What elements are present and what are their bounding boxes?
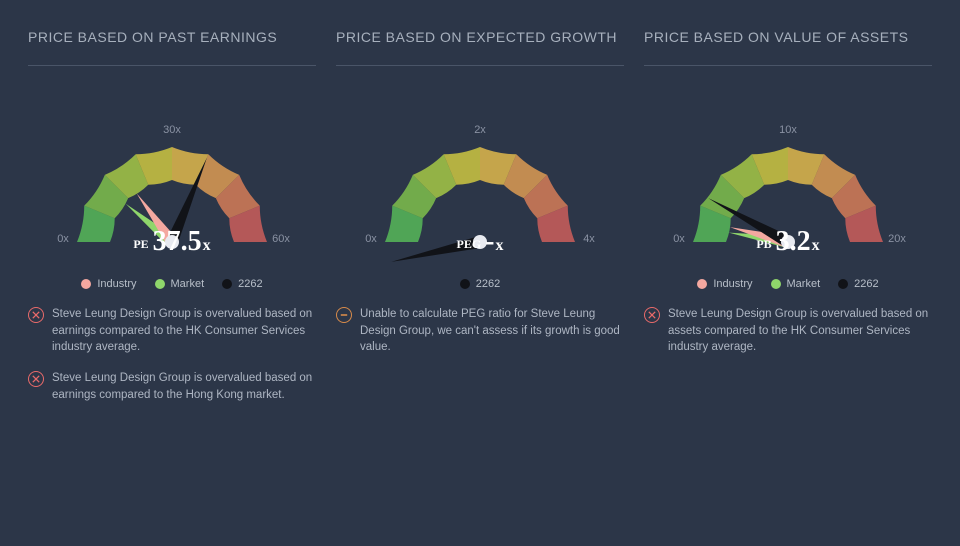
panel-title: PRICE BASED ON PAST EARNINGS [28,28,316,66]
gauge-chart: 0x30x60x PE37.5x [28,102,316,272]
minus-icon [336,307,352,323]
analysis-note: Steve Leung Design Group is overvalued b… [644,306,932,356]
legend-label: 2262 [476,278,500,290]
legend-item: Industry [81,278,136,290]
svg-text:2x: 2x [474,124,486,136]
note-text: Steve Leung Design Group is overvalued b… [668,306,932,356]
valuation-panel: PRICE BASED ON PAST EARNINGS 0x30x60x PE… [28,28,316,403]
note-text: Steve Leung Design Group is overvalued b… [52,370,316,403]
x-icon [28,371,44,387]
analysis-note: Unable to calculate PEG ratio for Steve … [336,306,624,356]
gauge-chart: 0x2x4x PEG-x [336,102,624,272]
gauge-value: PB3.2x [644,226,932,258]
panel-title: PRICE BASED ON EXPECTED GROWTH [336,28,624,66]
legend-item: 2262 [838,278,878,290]
notes-list: Steve Leung Design Group is overvalued b… [644,306,932,356]
valuation-panel: PRICE BASED ON VALUE OF ASSETS 0x10x20x … [644,28,932,403]
legend-item: Market [155,278,205,290]
legend-item: 2262 [222,278,262,290]
notes-list: Unable to calculate PEG ratio for Steve … [336,306,624,356]
gauge-value: PEG-x [336,226,624,258]
note-text: Unable to calculate PEG ratio for Steve … [360,306,624,356]
notes-list: Steve Leung Design Group is overvalued b… [28,306,316,403]
note-text: Steve Leung Design Group is overvalued b… [52,306,316,356]
gauge-legend: Industry Market 2262 [644,278,932,290]
legend-item: Market [771,278,821,290]
svg-text:30x: 30x [163,124,181,136]
panel-title: PRICE BASED ON VALUE OF ASSETS [644,28,932,66]
legend-label: 2262 [854,278,878,290]
svg-text:10x: 10x [779,124,797,136]
x-icon [28,307,44,323]
gauge-legend: Industry Market 2262 [28,278,316,290]
legend-label: Market [171,278,205,290]
valuation-panel: PRICE BASED ON EXPECTED GROWTH 0x2x4x PE… [336,28,624,403]
gauge-legend: 2262 [336,278,624,290]
gauge-chart: 0x10x20x PB3.2x [644,102,932,272]
analysis-note: Steve Leung Design Group is overvalued b… [28,306,316,356]
legend-label: 2262 [238,278,262,290]
legend-label: Market [787,278,821,290]
legend-label: Industry [97,278,136,290]
legend-item: 2262 [460,278,500,290]
legend-label: Industry [713,278,752,290]
x-icon [644,307,660,323]
legend-item: Industry [697,278,752,290]
analysis-note: Steve Leung Design Group is overvalued b… [28,370,316,403]
gauge-value: PE37.5x [28,226,316,258]
